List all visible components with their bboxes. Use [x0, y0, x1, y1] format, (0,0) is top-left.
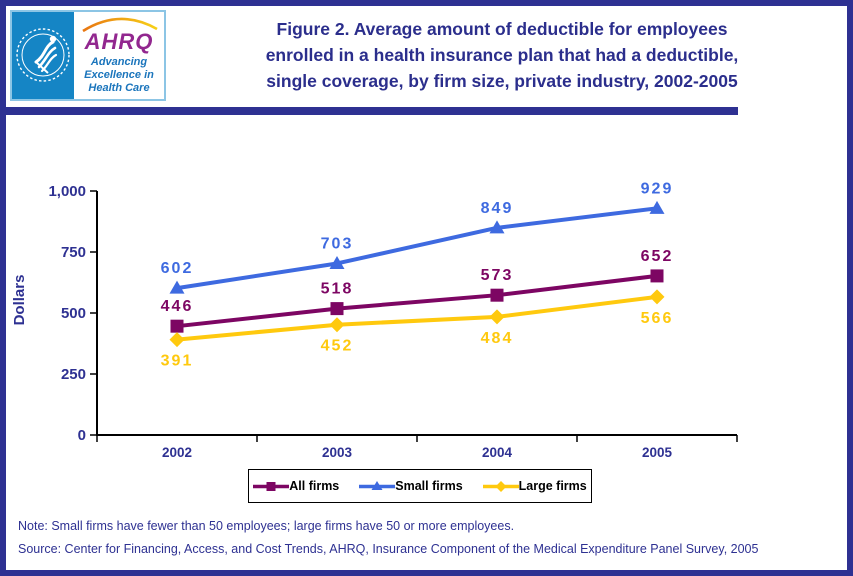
marker: [495, 480, 507, 492]
data-label: 566: [641, 310, 674, 327]
data-label: 518: [321, 281, 354, 298]
marker: [489, 220, 505, 234]
ahrq-wordmark: AHRQ: [84, 29, 154, 54]
marker: [371, 480, 383, 490]
marker: [170, 319, 184, 333]
ahrq-logo: AHRQ Advancing Excellence in Health Care: [10, 10, 166, 101]
y-tick-label: 0: [78, 427, 86, 444]
chart-legend: All firms Small firms Large firms: [248, 469, 592, 503]
y-tick-label: 250: [61, 366, 86, 383]
marker: [649, 289, 665, 305]
series-all-firms: 446 518 573 652: [161, 248, 674, 333]
x-tick-label: 2003: [322, 445, 353, 460]
marker: [649, 200, 665, 214]
tagline-line: Excellence in: [84, 69, 154, 81]
figure-title-line: Figure 2. Average amount of deductible f…: [276, 19, 728, 39]
x-tick-label: 2004: [482, 445, 513, 460]
series-line: [176, 206, 658, 291]
legend-label: All firms: [289, 479, 340, 493]
legend-swatch-icon: [359, 480, 396, 490]
x-tick-label: 2002: [162, 445, 192, 460]
y-tick-label: 500: [61, 305, 86, 322]
data-label: 652: [641, 248, 674, 265]
legend-swatch-icon: [482, 480, 519, 492]
tagline-line: Advancing: [90, 56, 148, 68]
data-label: 391: [161, 353, 194, 370]
data-label: 484: [481, 330, 514, 347]
figure-title-line: enrolled in a health insurance plan that…: [265, 45, 739, 65]
marker: [490, 288, 504, 302]
data-label: 849: [481, 200, 514, 217]
legend-item: Small firms: [359, 479, 463, 494]
marker: [330, 302, 344, 316]
y-axis-title: Dollars: [11, 275, 28, 326]
series-small-firms: 602 703 849 929: [161, 180, 674, 294]
ahrq-tagline: Advancing Excellence in Health Care: [74, 56, 164, 95]
ahrq-wordmark-panel: AHRQ Advancing Excellence in Health Care: [74, 12, 164, 99]
deductible-line-chart: 0 250 500 750 1,000 2002 2003 2004 2005 Dollars 44…: [6, 150, 796, 466]
series-large-firms: 391 452 484 566: [161, 289, 674, 370]
series-line: [176, 294, 658, 342]
marker: [169, 332, 185, 348]
data-label: 446: [161, 298, 194, 315]
data-label: 452: [321, 338, 354, 355]
marker: [169, 280, 185, 294]
marker: [329, 255, 345, 269]
legend-item: All firms: [253, 479, 339, 494]
data-label: 602: [161, 260, 194, 277]
marker: [489, 309, 505, 325]
marker: [329, 317, 345, 333]
legend-item: Large firms: [482, 479, 587, 494]
figure-title-line: single coverage, by firm size, private i…: [266, 71, 738, 91]
header-divider: [6, 107, 738, 115]
y-tick-label: 1,000: [48, 183, 86, 200]
legend-swatch-icon: [253, 481, 290, 491]
footnotes: Note: Small firms have fewer than 50 emp…: [18, 519, 838, 565]
legend-label: Small firms: [395, 479, 463, 493]
source-text: Source: Center for Financing, Access, an…: [18, 542, 759, 556]
hhs-seal-panel: [12, 12, 74, 99]
marker: [266, 481, 276, 491]
legend-label: Large firms: [518, 479, 587, 493]
chart-canvas: 0 250 500 750 1,000 2002 2003 2004 2005 Dollars 44…: [11, 180, 738, 460]
data-label: 929: [641, 180, 674, 197]
x-tick-label: 2005: [642, 445, 673, 460]
marker: [650, 269, 664, 283]
figure-title: Figure 2. Average amount of deductible f…: [170, 16, 834, 94]
note-text: Note: Small firms have fewer than 50 emp…: [18, 519, 515, 533]
data-label: 703: [321, 235, 354, 252]
y-tick-label: 750: [61, 244, 86, 261]
data-label: 573: [481, 267, 514, 284]
series-line: [176, 273, 658, 329]
tagline-line: Health Care: [88, 82, 150, 94]
hhs-eagle-seal-icon: [16, 28, 70, 82]
ahrq-arc-icon: [82, 17, 158, 32]
